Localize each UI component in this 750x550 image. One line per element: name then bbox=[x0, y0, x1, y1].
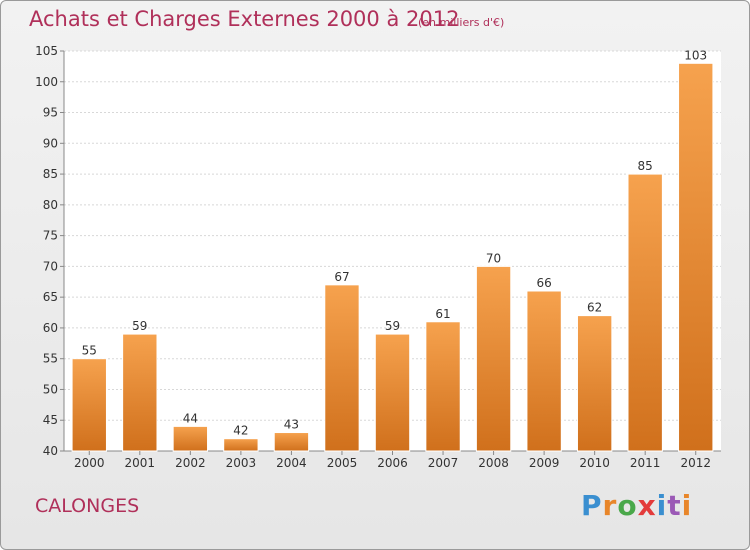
data-label-2004: 43 bbox=[284, 418, 299, 432]
x-tick-label-2007: 2007 bbox=[428, 456, 459, 470]
data-label-2011: 85 bbox=[638, 159, 653, 173]
proxiti-logo: Proxiti bbox=[581, 489, 692, 522]
y-tick-label: 85 bbox=[43, 167, 58, 181]
y-tick-label: 100 bbox=[35, 75, 58, 89]
bar-2005 bbox=[324, 284, 360, 452]
y-tick-label: 45 bbox=[43, 413, 58, 427]
x-tick-label-2008: 2008 bbox=[478, 456, 509, 470]
y-tick-label: 50 bbox=[43, 382, 58, 396]
data-label-2010: 62 bbox=[587, 301, 602, 315]
y-tick-label: 90 bbox=[43, 136, 58, 150]
chart-subtitle: (en milliers d'€) bbox=[418, 16, 505, 29]
x-tick-label-2001: 2001 bbox=[125, 456, 156, 470]
data-label-2002: 44 bbox=[183, 411, 198, 425]
data-label-2009: 66 bbox=[536, 276, 551, 290]
bar-2010 bbox=[576, 315, 613, 452]
bar-2006 bbox=[374, 333, 411, 452]
data-label-2000: 55 bbox=[82, 344, 97, 358]
data-label-2006: 59 bbox=[385, 319, 400, 333]
x-tick-label-2003: 2003 bbox=[226, 456, 257, 470]
x-tick-label-2011: 2011 bbox=[630, 456, 661, 470]
bar-2012 bbox=[678, 62, 714, 452]
y-tick-label: 55 bbox=[43, 352, 58, 366]
x-tick-label-2012: 2012 bbox=[680, 456, 711, 470]
x-tick-label-2009: 2009 bbox=[529, 456, 560, 470]
x-tick-label-2002: 2002 bbox=[175, 456, 206, 470]
data-label-2012: 103 bbox=[684, 48, 707, 62]
logo-letter: t bbox=[667, 489, 682, 522]
y-tick-label: 80 bbox=[43, 198, 58, 212]
bar-2009 bbox=[526, 290, 562, 452]
bar-2003 bbox=[223, 438, 259, 452]
data-label-2008: 70 bbox=[486, 251, 501, 265]
bar-2011 bbox=[627, 173, 663, 452]
y-tick-label: 40 bbox=[43, 444, 58, 458]
y-tick-label: 65 bbox=[43, 290, 58, 304]
data-label-2001: 59 bbox=[132, 319, 147, 333]
bar-2004 bbox=[273, 432, 310, 452]
bar-2002 bbox=[172, 425, 209, 452]
logo-letter: x bbox=[637, 489, 657, 522]
data-label-2003: 42 bbox=[233, 424, 248, 438]
logo-letter: P bbox=[581, 489, 603, 522]
x-tick-label-2004: 2004 bbox=[276, 456, 307, 470]
y-tick-label: 95 bbox=[43, 106, 58, 120]
data-label-2005: 67 bbox=[334, 270, 349, 284]
logo-letter: r bbox=[602, 489, 618, 522]
y-tick-label: 105 bbox=[35, 44, 58, 58]
bar-2001 bbox=[122, 333, 158, 452]
logo-letter: i bbox=[681, 489, 693, 522]
bar-2008 bbox=[475, 265, 512, 452]
commune-name: CALONGES bbox=[35, 495, 140, 517]
x-tick-label-2000: 2000 bbox=[74, 456, 105, 470]
logo-letter: o bbox=[617, 489, 638, 522]
x-tick-label-2010: 2010 bbox=[579, 456, 610, 470]
x-tick-label-2006: 2006 bbox=[377, 456, 408, 470]
y-tick-label: 70 bbox=[43, 259, 58, 273]
bar-2000 bbox=[71, 358, 107, 452]
chart-title: Achats et Charges Externes 2000 à 2012 bbox=[29, 7, 460, 31]
bar-2007 bbox=[425, 321, 461, 452]
y-tick-label: 75 bbox=[43, 229, 58, 243]
logo-letter: i bbox=[656, 489, 668, 522]
data-label-2007: 61 bbox=[435, 307, 450, 321]
x-tick-label-2005: 2005 bbox=[327, 456, 358, 470]
y-tick-label: 60 bbox=[43, 321, 58, 335]
